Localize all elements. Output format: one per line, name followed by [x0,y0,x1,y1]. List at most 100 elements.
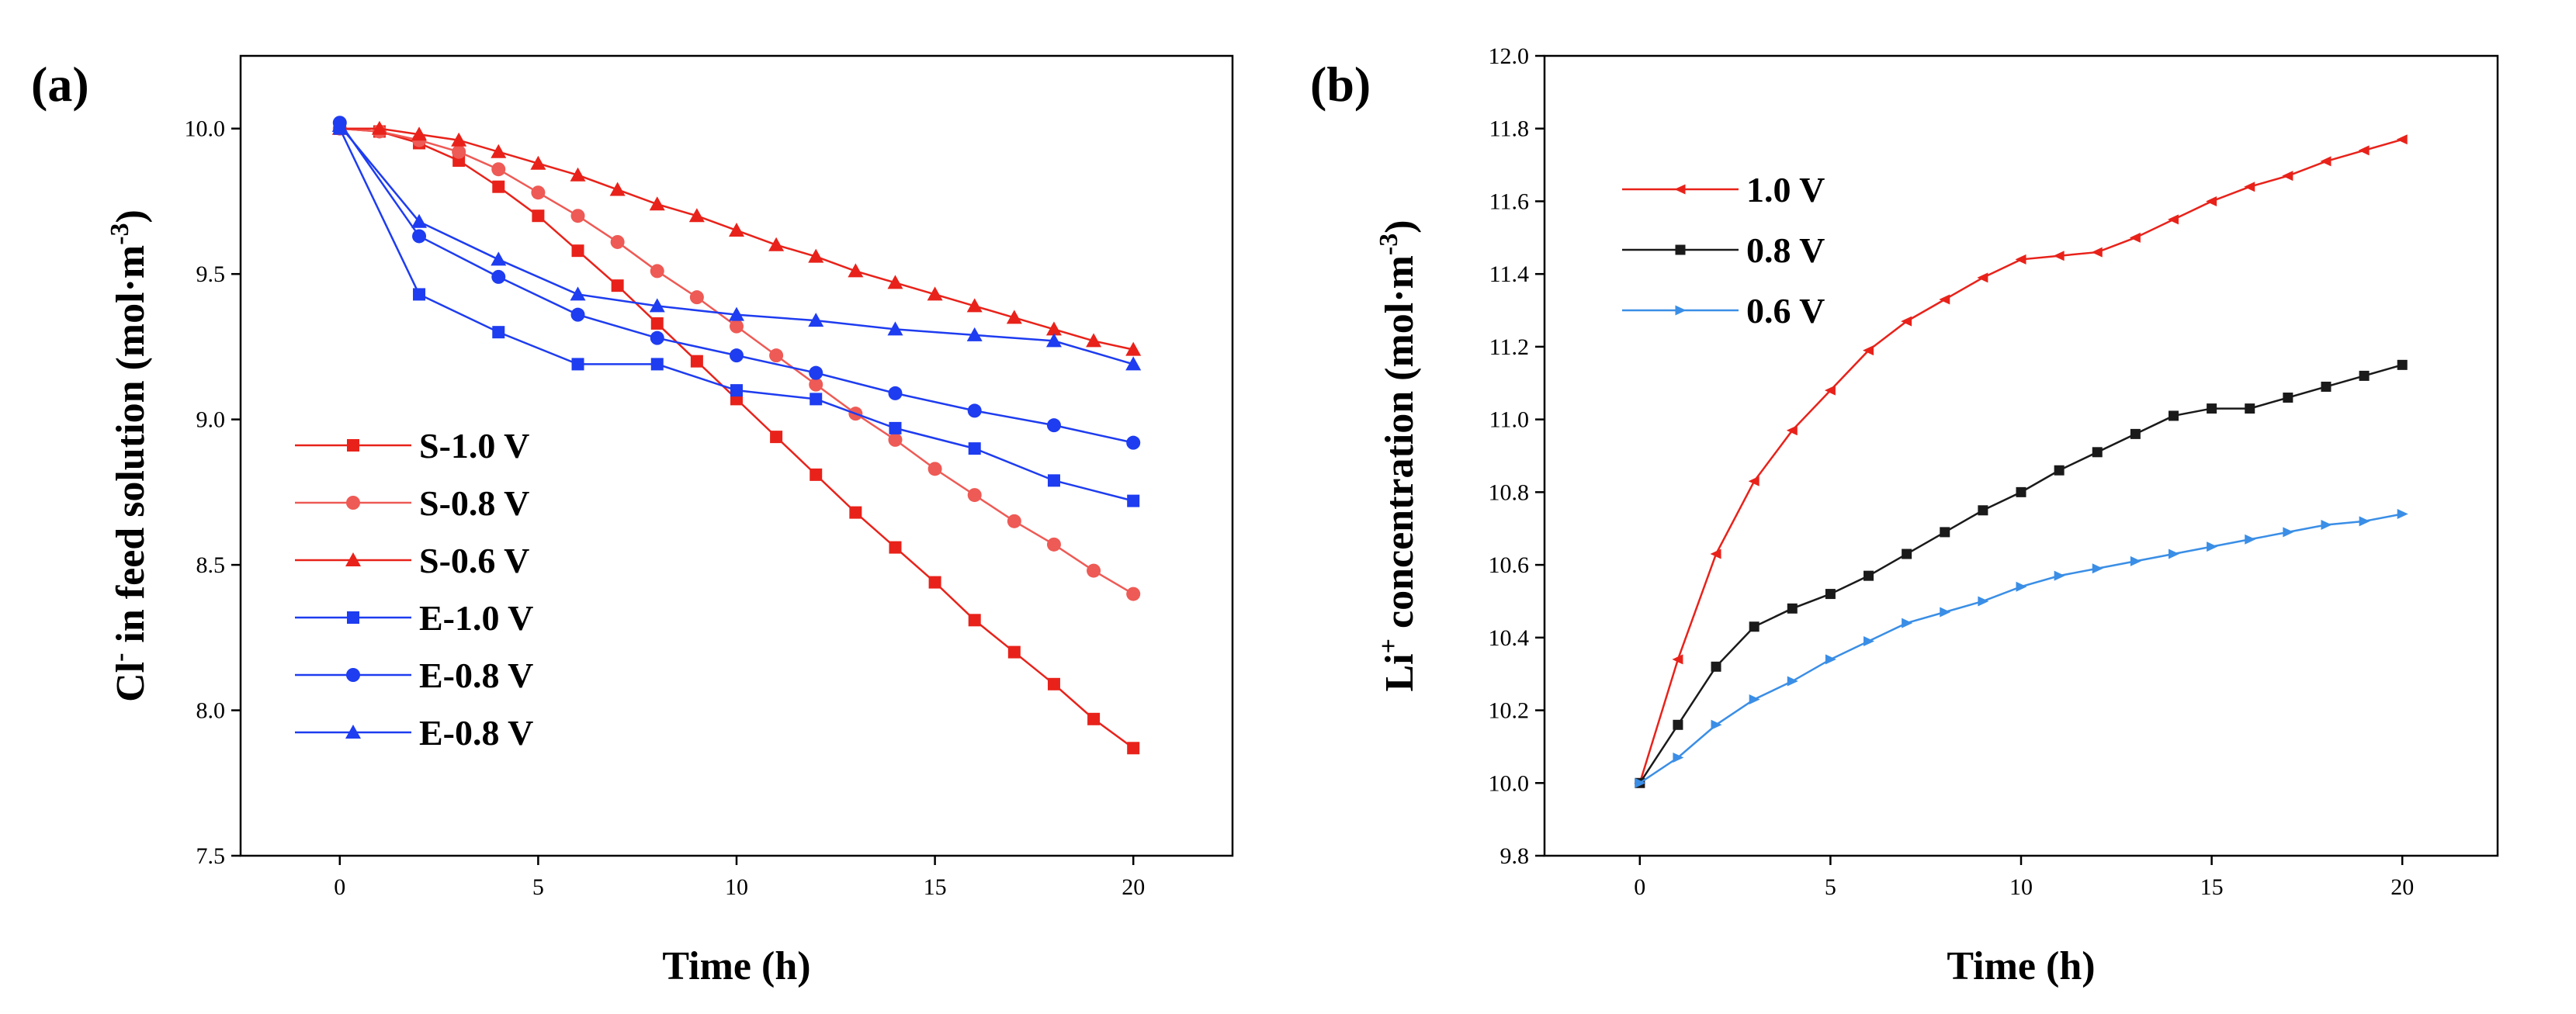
data-point [1045,333,1062,348]
data-point [928,576,941,589]
x-tick-label: 20 [1122,874,1145,900]
data-point [650,264,664,279]
data-point [1749,621,1760,632]
y-tick-label: 12.0 [1489,43,1530,69]
data-point [927,462,942,476]
data-point [2283,527,2294,538]
legend-marker [1674,184,1686,195]
legend-marker [1675,244,1686,255]
data-point [2396,134,2408,145]
legend: 1.0 V 0.8 V 0.6 V [1622,170,1825,331]
data-point [2053,251,2065,261]
data-point [491,162,506,177]
data-point [1127,742,1140,755]
data-point [966,298,983,313]
data-point [1087,712,1101,725]
x-tick-label: 5 [532,874,544,900]
data-point [1978,505,1988,516]
data-point [570,286,586,301]
data-point [2092,563,2103,574]
data-point [2245,403,2255,414]
data-point [1126,435,1141,450]
data-point [2282,171,2293,182]
data-point [2092,447,2103,458]
series-6 [331,117,1142,371]
legend-label: E-0.8 V [419,656,533,695]
data-point [1787,603,1798,614]
data-point [1939,294,1950,305]
plot-frame [1543,54,2499,857]
data-point [1711,719,1722,730]
data-point [1902,618,1913,628]
data-point [1672,654,1683,665]
data-point [689,290,704,305]
data-point [2207,542,2218,552]
legend-marker [345,552,361,566]
data-point [1045,321,1062,336]
legend-label: S-0.6 V [419,541,529,580]
data-point [849,506,862,519]
y-tick-label: 7.5 [196,843,226,869]
y-axis-label-part: - [106,653,134,662]
data-point [968,614,981,627]
data-point [770,431,783,444]
data-point [1127,494,1140,507]
data-point [1940,607,1951,618]
data-point [1007,645,1021,659]
legend-label: S-1.0 V [419,426,529,465]
y-tick-label: 10.4 [1489,625,1530,651]
data-point [2168,549,2179,559]
data-point [2207,403,2217,414]
data-point [649,298,665,313]
legend-label: E-1.0 V [419,598,533,638]
data-point [1125,341,1142,356]
data-point [452,144,466,159]
y-axis-label: Cl- in feed solution (mol·m-3) [106,209,153,702]
data-point [2359,516,2370,527]
y-axis-label-part: + [1375,639,1403,653]
data-point [1825,654,1836,665]
data-point [966,327,983,341]
data-point [1126,587,1141,601]
data-point [1748,476,1760,486]
data-point [1047,474,1060,487]
y-tick-label: 10.0 [1489,770,1530,796]
data-point [1125,356,1142,371]
data-point [650,331,664,345]
data-point [2091,247,2103,258]
data-point [570,307,585,322]
data-point [729,222,744,237]
y-tick-label: 11.8 [1489,116,1529,142]
data-point [1047,677,1060,690]
y-tick-label: 10.8 [1489,479,1530,505]
data-point [887,321,903,336]
series-line [1638,364,2403,784]
data-point [609,182,626,196]
data-point [2054,465,2065,476]
panel-label: (a) [31,57,89,112]
data-point [2168,410,2179,421]
legend-marker [346,496,360,510]
panel-label: (b) [1310,57,1371,112]
legend-marker [345,725,361,739]
legend-label: 0.8 V [1746,230,1825,270]
data-point [967,488,982,503]
y-tick-label: 9.5 [196,261,226,287]
data-point [2054,570,2065,581]
data-point [491,144,507,158]
data-point [413,288,426,301]
data-point [1673,752,1684,763]
data-point [650,358,664,371]
y-tick-label: 10.2 [1489,698,1530,724]
data-point [1825,589,1836,600]
data-point [2206,196,2217,206]
data-point [888,432,903,447]
data-point [1902,549,1912,559]
legend-label: 1.0 V [1746,170,1825,209]
data-point [532,209,545,223]
data-point [968,442,981,455]
data-point [1086,333,1102,348]
data-point [411,213,428,228]
data-point [768,237,785,251]
data-point [729,306,744,321]
